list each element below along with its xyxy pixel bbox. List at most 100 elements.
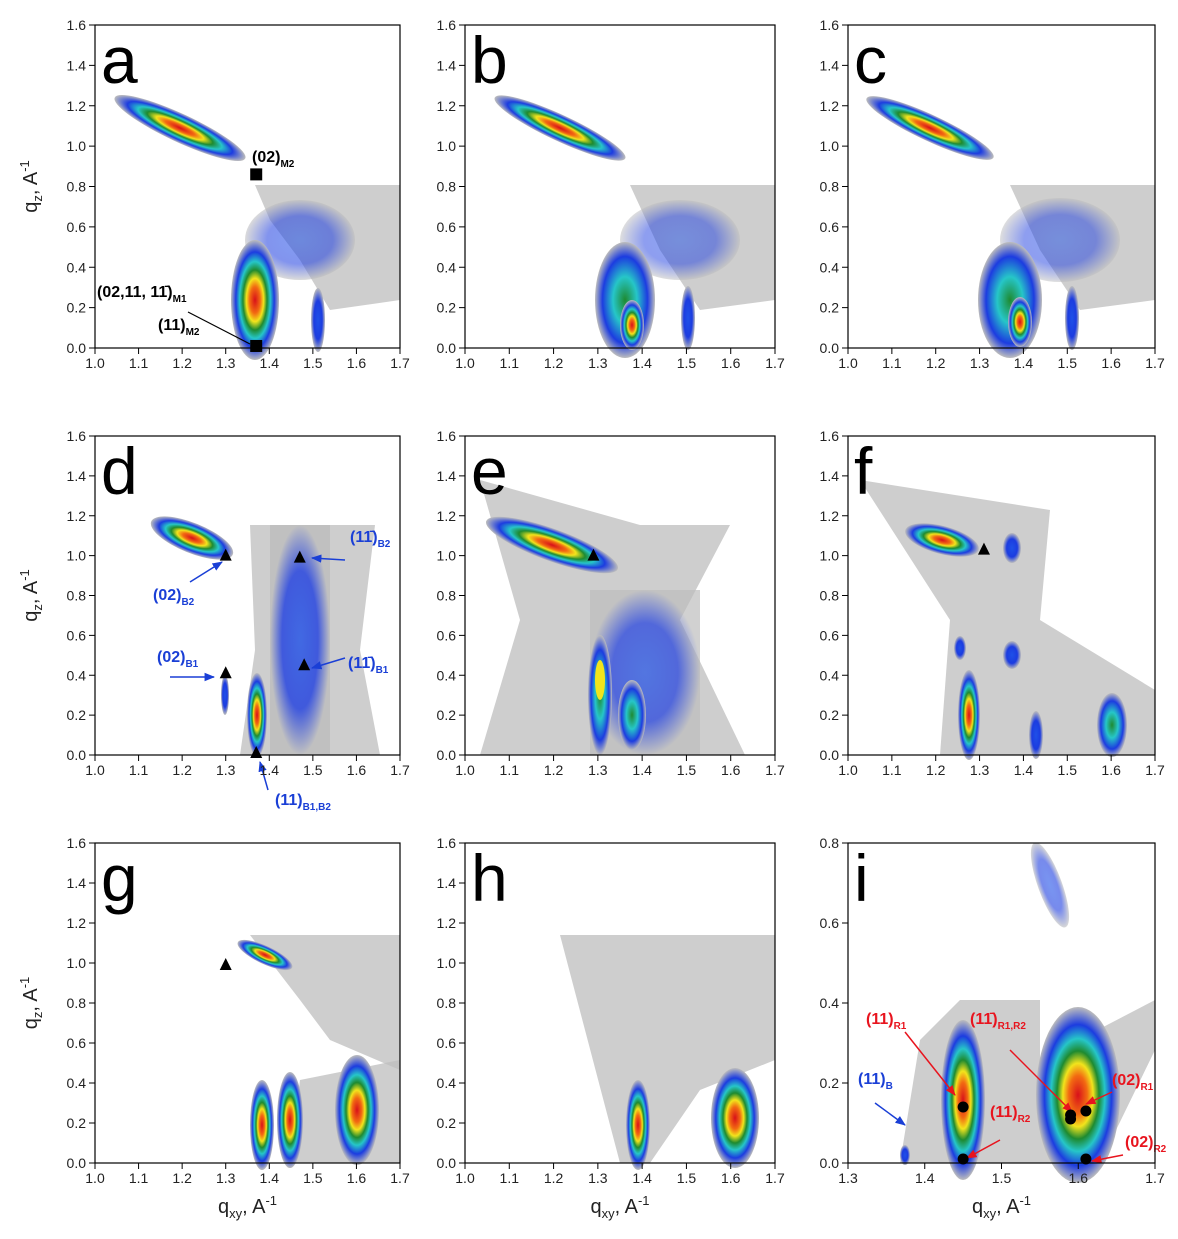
x-tick-label: 1.3 bbox=[216, 1170, 236, 1186]
marker bbox=[219, 548, 232, 561]
annotation: (11)R1 bbox=[866, 1011, 907, 1032]
y-tick-label: 0.4 bbox=[67, 259, 87, 275]
annotation: (02)B1 bbox=[157, 649, 199, 670]
x-tick-label: 1.6 bbox=[1101, 355, 1121, 371]
x-tick-label: 1.2 bbox=[544, 355, 564, 371]
y-tick-label: 1.6 bbox=[437, 428, 457, 444]
annotation: (02)B2 bbox=[153, 587, 195, 608]
axis-label-part: q bbox=[20, 1018, 42, 1029]
y-tick-label: 1.4 bbox=[820, 468, 840, 484]
x-tick-label: 1.4 bbox=[632, 1170, 652, 1186]
y-tick-label: 1.4 bbox=[67, 875, 87, 891]
y-tick-label: 0.2 bbox=[437, 300, 457, 316]
y-tick-label: 0.4 bbox=[437, 1075, 457, 1091]
marker bbox=[293, 550, 306, 563]
axis-label-part: -1 bbox=[17, 160, 32, 172]
axis-label: qz, A-1 bbox=[17, 977, 45, 1030]
x-tick-label: 1.5 bbox=[677, 1170, 697, 1186]
panel: 1.0 1.1 1.2 1.3 1.4 1.5 1.6 1.7 0.0 0.2 0.4 0.6 0.8 1… bbox=[820, 17, 1165, 371]
marker bbox=[1065, 1113, 1077, 1125]
y-tick-label: 1.2 bbox=[437, 915, 457, 931]
x-tick-label: 1.7 bbox=[390, 762, 410, 778]
axis-label-part: , A bbox=[996, 1196, 1020, 1218]
x-tick-label: 1.5 bbox=[303, 1170, 323, 1186]
y-tick-label: 0.4 bbox=[820, 259, 840, 275]
annotation: (11̄)B2 bbox=[350, 529, 391, 550]
axis-label-part: z bbox=[30, 195, 45, 202]
axis-label-part: q bbox=[590, 1196, 601, 1218]
y-tick-label: 0.8 bbox=[67, 995, 87, 1011]
x-tick-label: 1.2 bbox=[926, 762, 946, 778]
x-tick-label: 1.0 bbox=[838, 355, 858, 371]
x-tick-label: 1.0 bbox=[85, 762, 105, 778]
panel: 1.0 1.1 1.2 1.3 1.4 1.5 1.6 1.7 0.0 0.2 0.4 0.6 0.8 1… bbox=[437, 17, 785, 371]
y-tick-label: 0.0 bbox=[820, 1155, 840, 1171]
x-tick-label: 1.4 bbox=[260, 355, 280, 371]
arrow bbox=[189, 561, 223, 583]
x-tick-label: 1.7 bbox=[390, 355, 410, 371]
x-tick-label: 1.7 bbox=[390, 1170, 410, 1186]
annotation: (11)B1,B2 bbox=[275, 792, 331, 813]
annotation: (02)R2 bbox=[1125, 1134, 1167, 1155]
x-tick-label: 1.5 bbox=[1058, 355, 1078, 371]
x-tick-label: 1.0 bbox=[455, 1170, 475, 1186]
panel-letter: h bbox=[471, 841, 508, 915]
x-tick-label: 1.6 bbox=[347, 1170, 367, 1186]
arrow bbox=[310, 554, 346, 563]
axis-label-part: xy bbox=[602, 1206, 616, 1221]
marker bbox=[957, 1153, 969, 1165]
x-tick-label: 1.3 bbox=[588, 762, 608, 778]
x-tick-label: 1.4 bbox=[260, 1170, 280, 1186]
y-tick-label: 1.0 bbox=[67, 138, 87, 154]
panel-letter: f bbox=[854, 434, 873, 508]
x-tick-label: 1.4 bbox=[260, 762, 280, 778]
x-tick-label: 1.6 bbox=[1069, 1170, 1089, 1186]
panel-letter: b bbox=[471, 23, 508, 97]
y-tick-label: 0.6 bbox=[820, 915, 840, 931]
y-tick-label: 1.2 bbox=[437, 508, 457, 524]
y-tick-label: 1.6 bbox=[437, 17, 457, 33]
x-tick-label: 1.4 bbox=[632, 355, 652, 371]
panel: 1.0 1.1 1.2 1.3 1.4 1.5 1.6 1.7 0.0 0.2 0.4 0.6 0.8 1… bbox=[820, 428, 1165, 778]
marker bbox=[977, 542, 990, 555]
x-tick-label: 1.0 bbox=[455, 355, 475, 371]
x-tick-label: 1.7 bbox=[1145, 762, 1165, 778]
x-tick-label: 1.4 bbox=[915, 1170, 935, 1186]
y-tick-label: 1.6 bbox=[820, 428, 840, 444]
y-tick-label: 0.6 bbox=[67, 1035, 87, 1051]
y-tick-label: 0.2 bbox=[67, 707, 87, 723]
y-tick-label: 1.4 bbox=[67, 57, 87, 73]
x-tick-label: 1.7 bbox=[1145, 1170, 1165, 1186]
y-tick-label: 0.8 bbox=[437, 179, 457, 195]
marker bbox=[298, 658, 311, 671]
x-tick-label: 1.1 bbox=[500, 762, 520, 778]
y-tick-label: 0.4 bbox=[820, 667, 840, 683]
y-tick-label: 0.8 bbox=[820, 179, 840, 195]
y-tick-label: 0.0 bbox=[820, 340, 840, 356]
annotation: (11)M2 bbox=[158, 317, 200, 338]
marker bbox=[587, 548, 600, 561]
x-tick-label: 1.3 bbox=[216, 762, 236, 778]
y-tick-label: 1.4 bbox=[437, 875, 457, 891]
y-tick-label: 0.0 bbox=[820, 747, 840, 763]
y-tick-label: 0.2 bbox=[437, 707, 457, 723]
x-tick-label: 1.0 bbox=[85, 355, 105, 371]
x-tick-label: 1.0 bbox=[838, 762, 858, 778]
panel: 1.0 1.1 1.2 1.3 1.4 1.5 1.6 1.7 0.0 0.2 0.4 0.6 0.8 1… bbox=[17, 428, 410, 778]
x-tick-label: 1.4 bbox=[1014, 355, 1034, 371]
y-tick-label: 0.8 bbox=[67, 179, 87, 195]
y-tick-label: 0.6 bbox=[820, 627, 840, 643]
arrow bbox=[258, 760, 269, 791]
y-tick-label: 1.2 bbox=[820, 508, 840, 524]
arrow bbox=[1009, 1049, 1073, 1113]
x-tick-label: 1.2 bbox=[172, 762, 192, 778]
x-tick-label: 1.5 bbox=[303, 762, 323, 778]
y-tick-label: 1.0 bbox=[67, 955, 87, 971]
x-tick-label: 1.0 bbox=[455, 762, 475, 778]
axis-label-part: q bbox=[20, 202, 42, 213]
x-tick-label: 1.3 bbox=[970, 762, 990, 778]
x-tick-label: 1.0 bbox=[85, 1170, 105, 1186]
arrow bbox=[1085, 1091, 1113, 1105]
x-tick-label: 1.7 bbox=[765, 762, 785, 778]
axis-label: qxy, A-1 bbox=[590, 1193, 649, 1221]
